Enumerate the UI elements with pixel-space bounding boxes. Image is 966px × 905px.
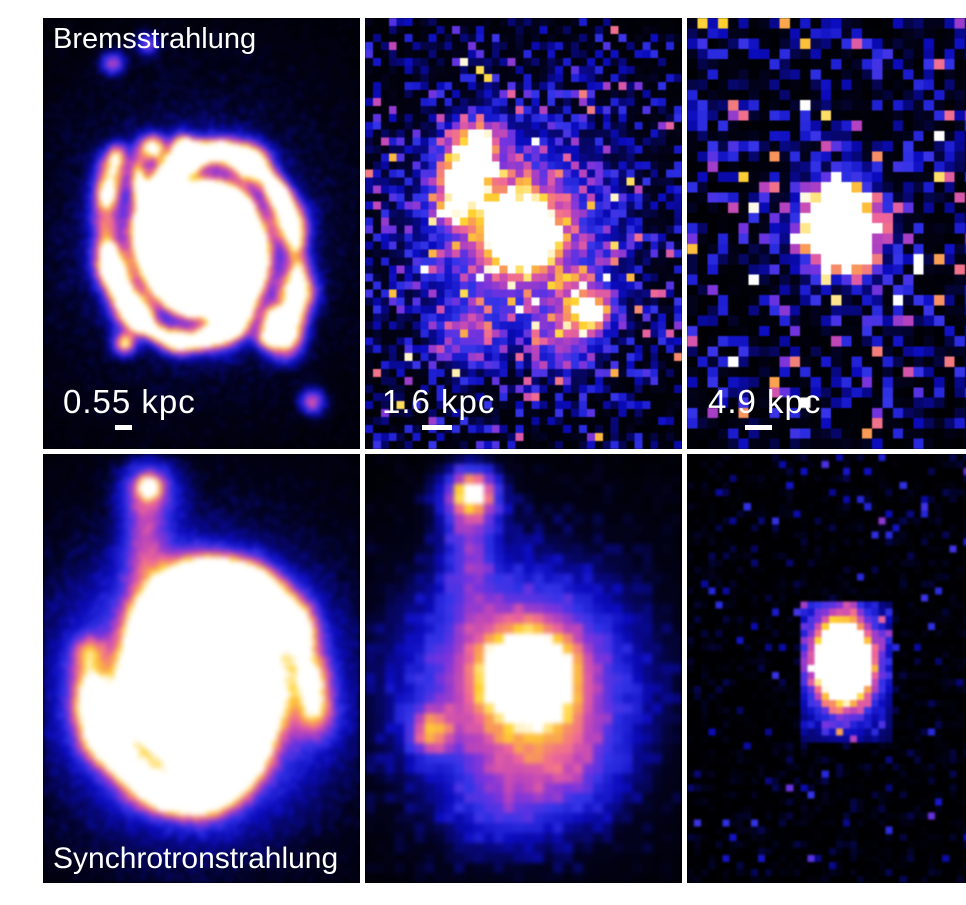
emission-comparison-figure: Bremsstrahlung 0.55 kpc 1.6 kpc 4.9 kpc …: [40, 16, 966, 889]
emission-type-label-synchrotron: Synchrotronstrahlung: [53, 842, 339, 875]
panel-synchrotron-low-res: [687, 454, 966, 883]
galaxy-image-bremsstrahlung-high-res: [43, 18, 360, 449]
scale-bar: [422, 425, 452, 430]
panel-synchrotron-high-res: Synchrotronstrahlung: [43, 454, 360, 883]
scale-label-4-9-kpc: 4.9 kpc: [708, 383, 822, 420]
scale-label-1-6-kpc: 1.6 kpc: [382, 383, 496, 420]
galaxy-image-synchrotron-low-res: [687, 454, 966, 883]
galaxy-image-bremsstrahlung-low-res: [687, 18, 966, 449]
scale-bar: [115, 425, 132, 430]
panel-bremsstrahlung-high-res: Bremsstrahlung 0.55 kpc: [43, 18, 360, 449]
panel-synchrotron-mid-res: [365, 454, 682, 883]
panel-bremsstrahlung-low-res: 4.9 kpc: [687, 18, 966, 449]
galaxy-image-bremsstrahlung-mid-res: [365, 18, 682, 449]
galaxy-image-synchrotron-high-res: [43, 454, 360, 883]
scale-label-0-55-kpc: 0.55 kpc: [63, 383, 196, 420]
panel-bremsstrahlung-mid-res: 1.6 kpc: [365, 18, 682, 449]
galaxy-image-synchrotron-mid-res: [365, 454, 682, 883]
scale-bar: [745, 425, 772, 430]
emission-type-label-bremsstrahlung: Bremsstrahlung: [53, 23, 257, 55]
